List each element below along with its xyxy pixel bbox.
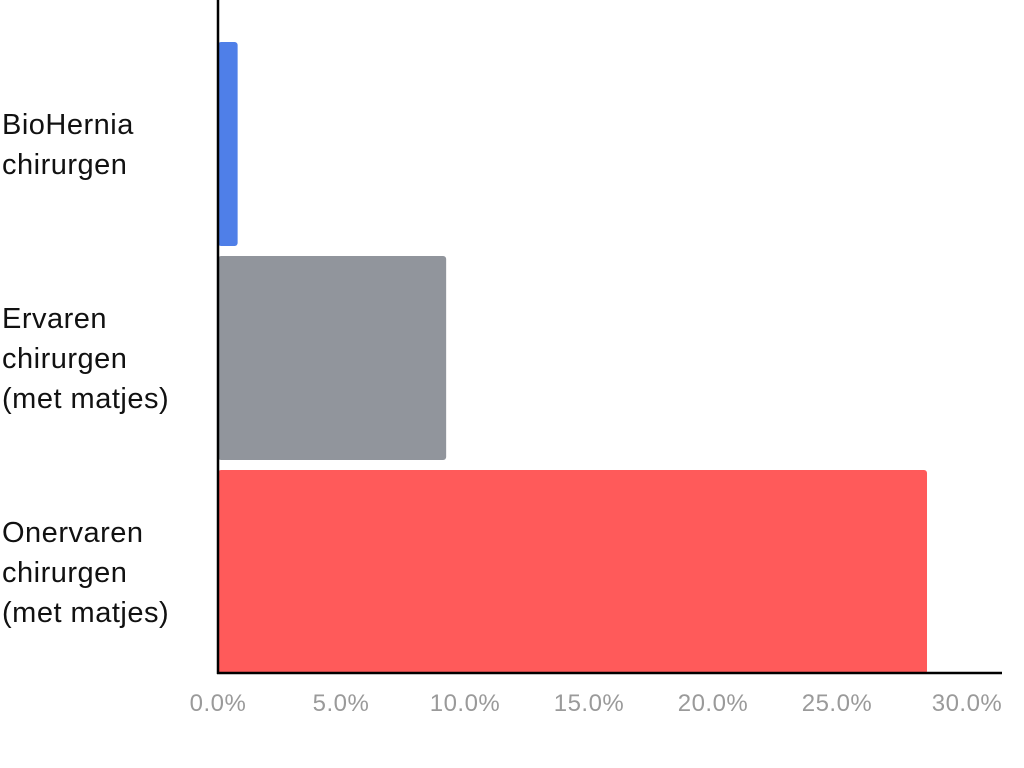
bar-1 [218, 256, 447, 460]
category-label-1: Ervaren chirurgen (met matjes) [2, 303, 169, 415]
x-tick-label-5: 25.0% [802, 690, 873, 717]
x-tick-label-6: 30.0% [932, 690, 1003, 717]
x-tick-label-0: 0.0% [190, 690, 247, 717]
category-label-line: chirurgen [2, 557, 127, 589]
category-label-line: (met matjes) [2, 383, 169, 415]
category-label-line: Ervaren [2, 303, 107, 335]
category-label-line: (met matjes) [2, 597, 169, 629]
bars-group [218, 42, 928, 674]
bar-2 [218, 470, 928, 674]
category-label-line: chirurgen [2, 343, 127, 375]
category-label-line: chirurgen [2, 149, 127, 181]
bar-0 [218, 42, 238, 246]
category-labels: BioHernia chirurgen Ervaren chirurgen (met m… [2, 109, 169, 629]
category-label-line: Onervaren [2, 517, 144, 549]
category-label-0: BioHernia chirurgen [2, 109, 134, 181]
x-tick-labels: 0.0% 5.0% 10.0% 15.0% 20.0% 25.0% 30.0% [190, 690, 1003, 717]
x-tick-label-4: 20.0% [678, 690, 749, 717]
x-tick-label-3: 15.0% [554, 690, 625, 717]
x-tick-label-2: 10.0% [430, 690, 501, 717]
category-label-line: BioHernia [2, 109, 134, 141]
category-label-2: Onervaren chirurgen (met matjes) [2, 517, 169, 629]
x-tick-label-1: 5.0% [313, 690, 370, 717]
